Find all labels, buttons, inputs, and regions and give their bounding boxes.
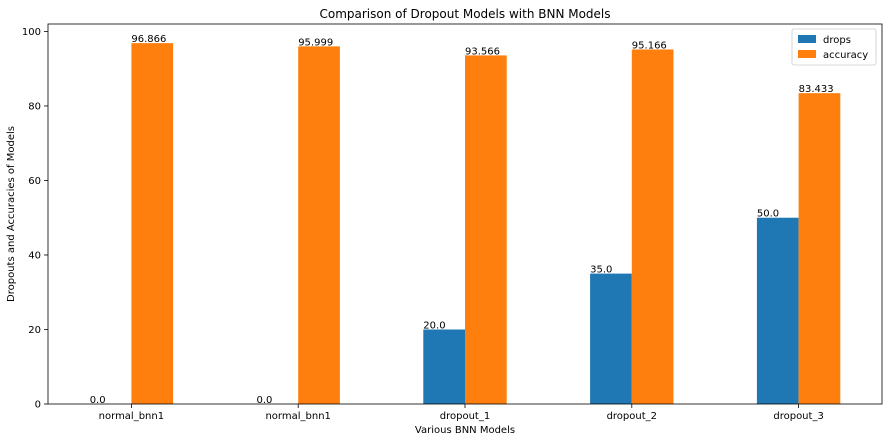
bar-accuracy-0 — [131, 43, 174, 404]
x-tick-label-3: dropout_2 — [607, 411, 657, 422]
legend: drops accuracy — [791, 28, 877, 66]
x-tick-label-1: normal_bnn1 — [265, 411, 330, 422]
legend-label-accuracy: accuracy — [823, 50, 868, 61]
y-tick-label-80: 80 — [28, 101, 41, 112]
data-label-drops-0: 0.0 — [90, 395, 106, 406]
y-axis-label: Dropouts and Accuracies of Models — [6, 126, 17, 302]
legend-label-drops: drops — [823, 35, 851, 46]
bar-drops-3 — [590, 273, 632, 404]
data-label-drops-4: 50.0 — [757, 209, 779, 220]
data-label-drops-1: 0.0 — [257, 395, 273, 406]
bar-accuracy-4 — [798, 93, 841, 404]
x-tick-label-4: dropout_3 — [773, 411, 823, 422]
bar-drops-4 — [756, 217, 799, 404]
y-tick-label-20: 20 — [28, 325, 41, 336]
y-tick-label-100: 100 — [22, 27, 41, 38]
bar-accuracy-3 — [631, 49, 674, 405]
legend-swatch-accuracy — [798, 50, 816, 58]
data-label-accuracy-0: 96.866 — [131, 34, 166, 45]
data-label-drops-3: 35.0 — [590, 265, 612, 276]
data-label-accuracy-4: 83.433 — [799, 84, 834, 95]
data-label-accuracy-2: 93.566 — [465, 46, 500, 57]
bar-accuracy-2 — [465, 55, 507, 405]
data-label-drops-2: 20.0 — [423, 320, 445, 331]
data-label-accuracy-3: 95.166 — [632, 40, 667, 51]
data-label-accuracy-1: 95.999 — [298, 37, 333, 48]
y-tick-label-60: 60 — [28, 176, 41, 187]
x-tick-label-2: dropout_1 — [440, 411, 490, 422]
y-tick-label-0: 0 — [35, 400, 41, 411]
legend-swatch-drops — [798, 35, 816, 43]
chart-title: Comparison of Dropout Models with BNN Mo… — [319, 7, 610, 21]
bar-accuracy-1 — [298, 46, 340, 405]
plot-area: 0.0 0.0 20.0 35.0 50.0 96.866 95.999 93.566 95.1… — [22, 23, 883, 422]
x-axis-label: Various BNN Models — [415, 425, 515, 436]
bar-drops-2 — [423, 329, 465, 404]
y-tick-label-40: 40 — [28, 250, 41, 261]
x-tick-label-0: normal_bnn1 — [99, 411, 164, 422]
